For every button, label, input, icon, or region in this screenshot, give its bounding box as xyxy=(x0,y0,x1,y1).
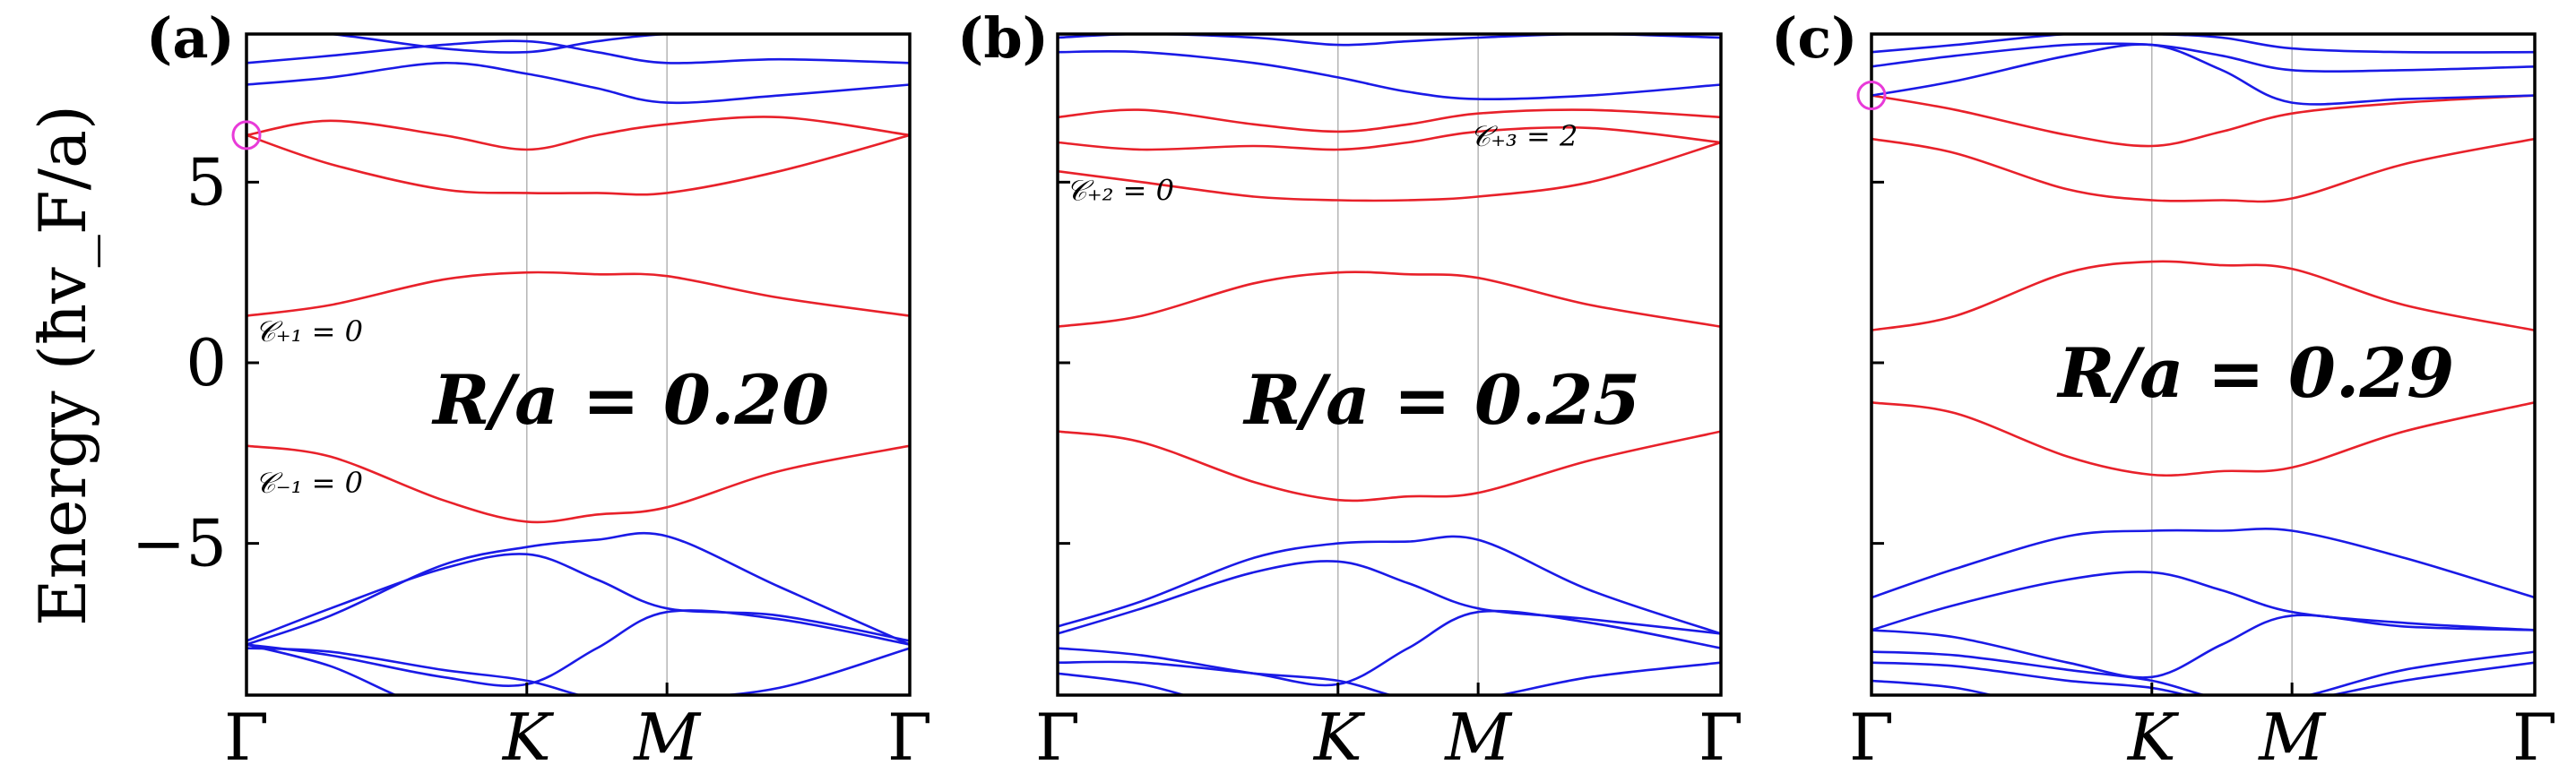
band-line-6 xyxy=(1058,49,1721,101)
band-line-11 xyxy=(1058,672,1189,695)
y-tick-label: −5 xyxy=(132,506,227,581)
y-tick-label: 0 xyxy=(186,325,227,400)
chern-annotation: 𝒞₊₁ = 0 xyxy=(255,314,363,348)
degeneracy-marker xyxy=(231,120,262,150)
bands xyxy=(1871,34,2535,695)
ratio-label: R/a = 0.29 xyxy=(2056,333,2454,413)
x-tick-label: Γ xyxy=(1035,700,1080,775)
degeneracy-marker xyxy=(1856,81,1887,111)
band-line-9 xyxy=(246,609,910,687)
x-tick-label: Γ xyxy=(1699,700,1743,775)
panel-1: Γ K M Γ (b) R/a = 0.25 𝒞₊₂ = 0 𝒞₊₃ = 2 xyxy=(957,5,1743,775)
band-line-0 xyxy=(1871,94,2535,148)
panel-label: (a) xyxy=(146,5,235,71)
band-line-4 xyxy=(246,39,910,64)
band-line-10 xyxy=(1871,650,2535,695)
chern-annotation: 𝒞₋₁ = 0 xyxy=(255,466,363,500)
band-line-4 xyxy=(1871,43,2535,106)
band-line-2 xyxy=(1871,260,2535,331)
ratio-label: R/a = 0.20 xyxy=(431,360,829,440)
band-line-4 xyxy=(1058,430,1721,503)
bands xyxy=(246,34,910,695)
band-line-8 xyxy=(1058,560,1721,635)
x-tick-label: Γ xyxy=(2512,700,2557,775)
band-line-8 xyxy=(1871,571,2535,632)
band-line-11 xyxy=(246,643,399,695)
ratio-label: R/a = 0.25 xyxy=(1242,360,1640,440)
panel-label: (b) xyxy=(957,5,1049,71)
panel-label: (c) xyxy=(1771,5,1857,71)
panel-2: Γ K M Γ (c) R/a = 0.29 xyxy=(1771,5,2557,775)
band-line-8 xyxy=(246,553,910,642)
x-tick-label: Γ xyxy=(224,700,269,775)
chern-annotation: 𝒞₊₃ = 2 xyxy=(1470,119,1578,153)
band-line-9 xyxy=(1871,614,2535,679)
band-line-11 xyxy=(1871,661,2535,695)
x-tick-label: M xyxy=(1443,700,1513,775)
x-tick-label: Γ xyxy=(887,700,932,775)
band-line-1 xyxy=(1058,125,1721,151)
panel-0: 5 0 −5 Γ K M Γ (a) R/a = 0.20 𝒞₊₁ = 0 𝒞₋₁ = 0 xyxy=(132,5,932,775)
x-tick-label: M xyxy=(2257,700,2327,775)
x-tick-label: K xyxy=(2126,700,2180,775)
x-tick-label: K xyxy=(501,700,555,775)
axes-frame xyxy=(1056,32,1723,697)
chern-annotation: 𝒞₊₂ = 0 xyxy=(1066,174,1174,208)
band-line-6 xyxy=(315,34,690,54)
band-line-10 xyxy=(1058,660,1721,695)
band-line-9 xyxy=(1058,609,1721,687)
x-tick-label: K xyxy=(1312,700,1366,775)
band-line-3 xyxy=(1871,401,2535,477)
band-line-1 xyxy=(246,133,910,196)
y-axis-label: Energy (ħv_F/a) xyxy=(25,105,100,626)
x-tick-label: Γ xyxy=(1849,700,1894,775)
band-line-7 xyxy=(1058,535,1721,635)
band-line-5 xyxy=(246,61,910,105)
band-line-3 xyxy=(246,444,910,524)
band-line-6 xyxy=(1871,34,2535,54)
x-tick-label: M xyxy=(632,700,702,775)
band-line-5 xyxy=(1058,34,1721,47)
band-line-7 xyxy=(1871,527,2535,599)
band-line-7 xyxy=(246,531,910,646)
band-line-2 xyxy=(246,271,910,317)
y-tick-label: 5 xyxy=(186,144,227,219)
axes-frame xyxy=(1870,32,2537,697)
band-line-2 xyxy=(1058,141,1721,202)
band-line-5 xyxy=(1871,42,2535,73)
band-line-0 xyxy=(1058,108,1721,133)
band-line-0 xyxy=(246,116,910,151)
band-line-12 xyxy=(1871,679,1997,695)
axes-frame xyxy=(245,32,912,697)
band-line-1 xyxy=(1871,137,2535,203)
band-line-3 xyxy=(1058,271,1721,328)
band-line-10 xyxy=(246,647,910,695)
